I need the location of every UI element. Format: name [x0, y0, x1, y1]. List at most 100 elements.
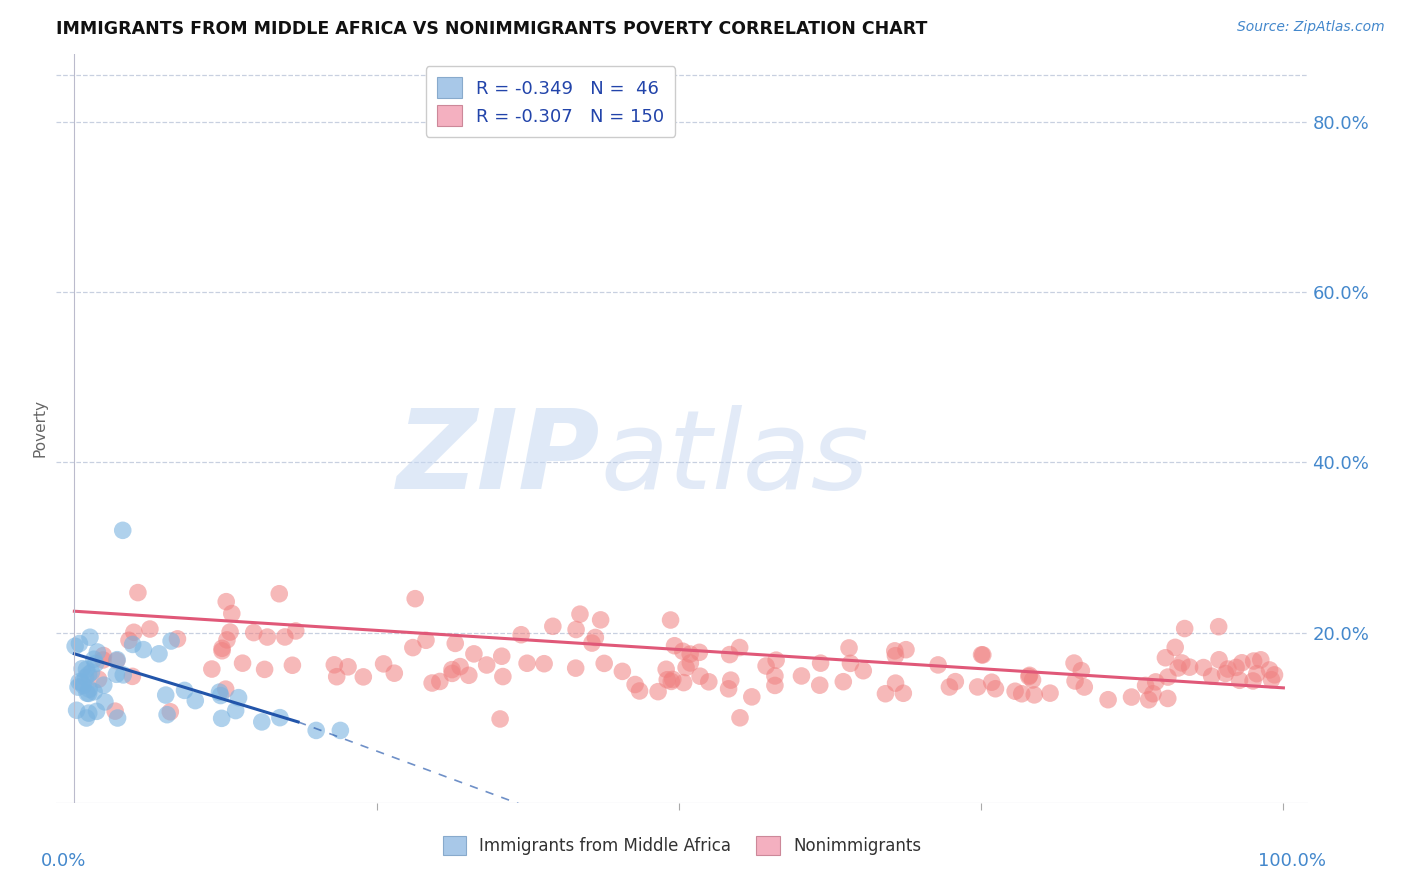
Point — [1064, 673, 1087, 688]
Point — [91, 653, 114, 667]
Point — [155, 688, 177, 702]
Point — [883, 644, 905, 658]
Point — [352, 670, 374, 684]
Point — [510, 628, 533, 642]
Point — [672, 675, 695, 690]
Point — [104, 704, 127, 718]
Point — [127, 585, 149, 599]
Point — [943, 674, 966, 689]
Point — [402, 640, 425, 655]
Point — [891, 686, 914, 700]
Point — [1024, 688, 1046, 702]
Point — [884, 648, 907, 663]
Point — [755, 659, 778, 673]
Point — [80, 665, 103, 680]
Point — [1097, 692, 1119, 706]
Point — [65, 703, 87, 717]
Point — [697, 674, 720, 689]
Point — [568, 607, 591, 622]
Point — [463, 647, 485, 661]
Point — [250, 714, 273, 729]
Point — [242, 625, 264, 640]
Point — [1260, 673, 1282, 687]
Point — [105, 654, 128, 668]
Point — [763, 678, 786, 692]
Point — [1208, 653, 1230, 667]
Point — [1137, 692, 1160, 706]
Point — [475, 658, 498, 673]
Text: atlas: atlas — [600, 405, 869, 512]
Point — [94, 695, 117, 709]
Point — [122, 625, 145, 640]
Point — [533, 657, 555, 671]
Text: 0.0%: 0.0% — [41, 852, 87, 870]
Point — [166, 632, 188, 646]
Point — [1154, 650, 1177, 665]
Point — [689, 669, 711, 683]
Point — [1167, 661, 1189, 675]
Point — [72, 679, 94, 693]
Point — [77, 686, 100, 700]
Point — [832, 674, 855, 689]
Text: 100.0%: 100.0% — [1258, 852, 1326, 870]
Point — [1073, 680, 1095, 694]
Point — [76, 686, 98, 700]
Point — [1171, 656, 1194, 670]
Point — [160, 634, 183, 648]
Point — [75, 711, 97, 725]
Point — [159, 705, 181, 719]
Point — [420, 676, 443, 690]
Point — [269, 711, 291, 725]
Point — [790, 669, 813, 683]
Point — [688, 645, 710, 659]
Point — [612, 665, 634, 679]
Point — [1070, 664, 1092, 678]
Point — [491, 649, 513, 664]
Point — [839, 657, 862, 671]
Point — [1021, 673, 1043, 687]
Point — [728, 640, 751, 655]
Point — [659, 674, 682, 689]
Point — [77, 682, 100, 697]
Point — [516, 657, 538, 671]
Point — [93, 678, 115, 692]
Point — [581, 636, 603, 650]
Point — [624, 677, 647, 691]
Point — [1018, 669, 1040, 683]
Point — [1263, 668, 1285, 682]
Point — [583, 631, 606, 645]
Point — [112, 668, 135, 682]
Y-axis label: Poverty: Poverty — [32, 399, 48, 458]
Point — [664, 639, 686, 653]
Point — [93, 648, 115, 663]
Point — [201, 662, 224, 676]
Point — [77, 706, 100, 720]
Point — [253, 662, 276, 676]
Point — [659, 613, 682, 627]
Point — [717, 681, 740, 696]
Point — [337, 660, 360, 674]
Point — [1004, 684, 1026, 698]
Point — [84, 657, 107, 671]
Point — [83, 652, 105, 666]
Point — [564, 661, 586, 675]
Point — [305, 723, 328, 738]
Point — [541, 619, 564, 633]
Point — [565, 623, 588, 637]
Point — [1250, 653, 1272, 667]
Point — [884, 676, 907, 690]
Point — [838, 640, 860, 655]
Point — [938, 680, 960, 694]
Point — [214, 682, 236, 697]
Point — [67, 674, 90, 689]
Legend: Immigrants from Middle Africa, Nonimmigrants: Immigrants from Middle Africa, Nonimmigr… — [436, 830, 928, 862]
Point — [373, 657, 395, 671]
Point — [1178, 660, 1201, 674]
Point — [211, 644, 233, 658]
Point — [449, 659, 471, 673]
Point — [281, 658, 304, 673]
Point — [657, 673, 679, 687]
Point — [1157, 691, 1180, 706]
Point — [444, 636, 467, 650]
Point — [121, 637, 143, 651]
